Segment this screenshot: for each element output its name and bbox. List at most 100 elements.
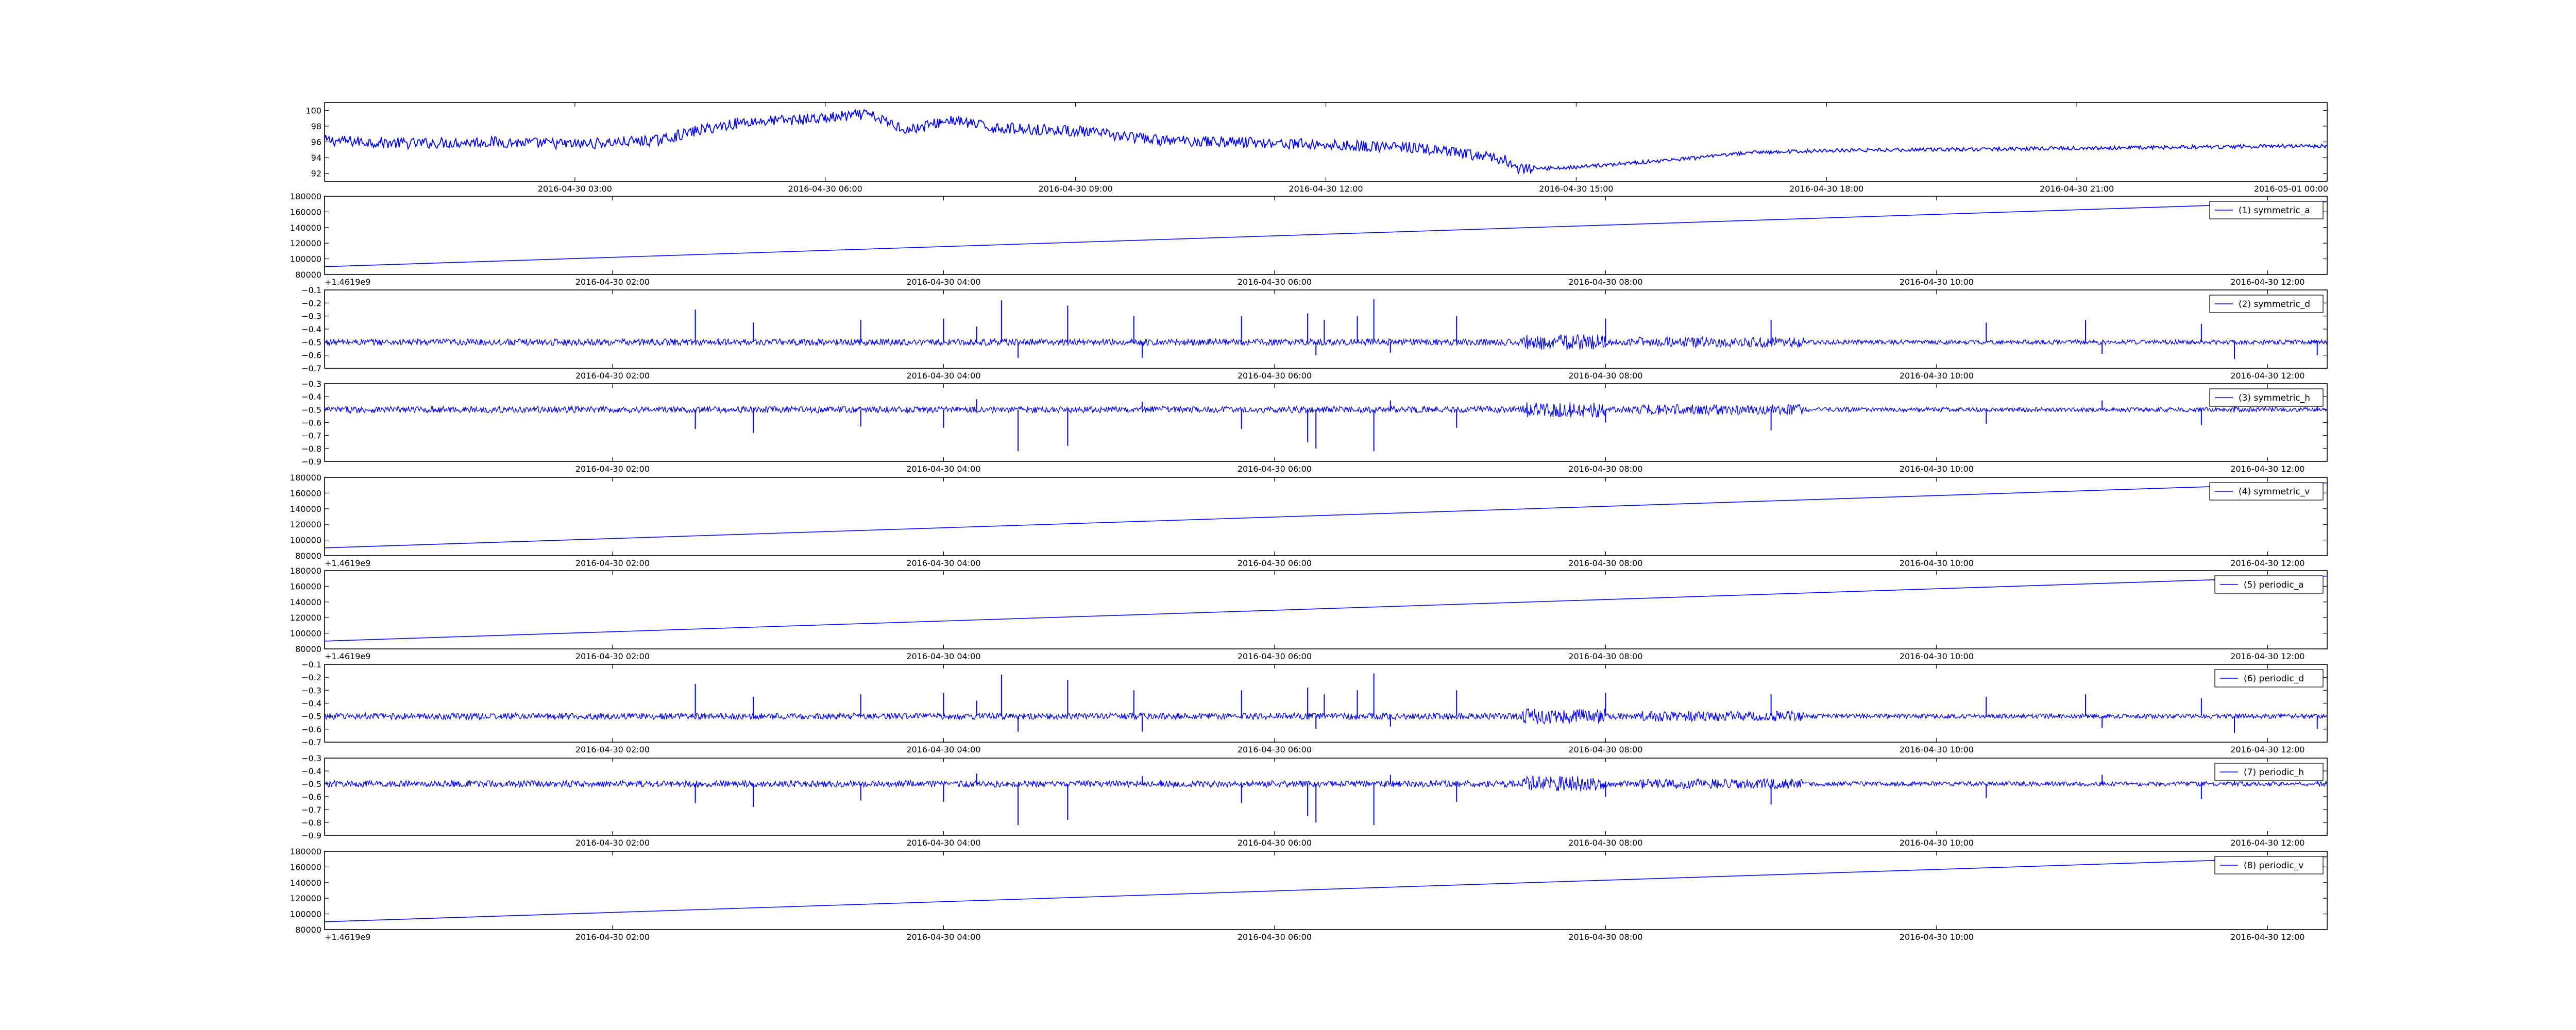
plot-frame <box>324 758 2328 836</box>
y-tick-label: −0.4 <box>301 324 321 334</box>
y-tick-label: 100000 <box>290 254 321 264</box>
y-tick-label: −0.9 <box>301 831 321 840</box>
y-tick-label: 100 <box>306 106 321 115</box>
x-tick-label: 2016-04-30 02:00 <box>575 464 650 474</box>
y-tick-label: −0.8 <box>301 818 321 828</box>
y-tick-label: 140000 <box>290 223 321 233</box>
y-tick-label: −0.7 <box>301 364 321 373</box>
x-tick-label: 2016-04-30 21:00 <box>2040 184 2114 194</box>
y-tick-label: 80000 <box>295 551 321 561</box>
x-tick-label: 2016-04-30 04:00 <box>906 277 980 287</box>
x-tick-label: 2016-04-30 10:00 <box>1900 838 1974 848</box>
y-tick-label: 160000 <box>290 581 321 591</box>
legend-label: (3) symmetric_h <box>2239 393 2310 403</box>
y-tick-label: −0.4 <box>301 699 321 709</box>
plot-frame <box>324 289 2328 369</box>
chart-panel-8: −0.9 −0.8 −0.7 −0.6 −0.5 −0.4 −0.3 2016-04-30 0… <box>301 753 2328 848</box>
x-tick-label: 2016-04-30 08:00 <box>1568 371 1642 381</box>
series-line <box>324 775 2328 792</box>
x-tick-label: 2016-04-30 08:00 <box>1568 464 1642 474</box>
x-tick-label: 2016-04-30 02:00 <box>575 371 650 381</box>
series-line <box>324 201 2328 267</box>
x-tick-label: 2016-04-30 15:00 <box>1539 184 1613 194</box>
y-offset-label: +1.4619e9 <box>325 277 370 287</box>
legend-label: (5) periodic_a <box>2244 580 2304 590</box>
y-tick-label: −0.4 <box>301 766 321 776</box>
chart-panel-4: −0.9 −0.8 −0.7 −0.6 −0.5 −0.4 −0.3 2016-04-30 0… <box>301 379 2328 474</box>
y-tick-label: 160000 <box>290 207 321 217</box>
x-tick-label: 2016-04-30 04:00 <box>906 558 980 568</box>
y-tick-label: −0.5 <box>301 337 321 347</box>
x-tick-label: 2016-04-30 04:00 <box>906 651 980 661</box>
plot-frame <box>324 383 2328 462</box>
y-tick-label: 180000 <box>290 847 321 856</box>
x-tick-label: 2016-04-30 10:00 <box>1900 651 1974 661</box>
y-tick-label: 180000 <box>290 192 321 201</box>
chart-panel-7: −0.7 −0.6 −0.5 −0.4 −0.3 −0.2 −0.1 2016-04-30 0… <box>301 660 2328 754</box>
y-tick-label: 140000 <box>290 878 321 888</box>
series-line <box>324 856 2328 922</box>
x-tick-label: 2016-04-30 12:00 <box>2230 371 2304 381</box>
y-tick-label: 80000 <box>295 270 321 280</box>
y-tick-label: −0.9 <box>301 457 321 467</box>
y-tick-label: −0.6 <box>301 351 321 360</box>
y-offset-label: +1.4619e9 <box>325 651 370 661</box>
y-tick-label: 98 <box>311 122 321 131</box>
y-tick-label: 120000 <box>290 613 321 623</box>
y-tick-label: 160000 <box>290 862 321 872</box>
y-tick-label: 92 <box>311 169 321 179</box>
x-tick-label: 2016-04-30 06:00 <box>788 184 862 194</box>
y-tick-label: −0.3 <box>301 753 321 763</box>
y-tick-label: 100000 <box>290 629 321 639</box>
x-tick-label: 2016-04-30 06:00 <box>1238 651 1312 661</box>
x-tick-label: 2016-04-30 04:00 <box>906 745 980 754</box>
y-tick-label: −0.1 <box>301 285 321 295</box>
y-tick-label: −0.3 <box>301 685 321 695</box>
y-tick-label: −0.3 <box>301 379 321 389</box>
y-tick-label: −0.7 <box>301 431 321 441</box>
series-line <box>324 482 2328 548</box>
x-tick-label: 2016-04-30 06:00 <box>1238 558 1312 568</box>
x-tick-label: 2016-04-30 08:00 <box>1568 745 1642 754</box>
y-tick-label: 94 <box>311 153 321 163</box>
x-tick-label: 2016-04-30 02:00 <box>575 745 650 754</box>
series-line <box>324 108 2328 174</box>
y-offset-label: +1.4619e9 <box>325 558 370 568</box>
legend-label: (6) periodic_d <box>2244 674 2304 684</box>
y-tick-label: −0.3 <box>301 312 321 321</box>
x-tick-label: 2016-04-30 12:00 <box>2230 277 2304 287</box>
x-tick-label: 2016-04-30 10:00 <box>1900 464 1974 474</box>
x-tick-label: 2016-04-30 09:00 <box>1039 184 1113 194</box>
y-tick-label: −0.8 <box>301 444 321 454</box>
x-tick-label: 2016-04-30 02:00 <box>575 558 650 568</box>
y-tick-label: −0.5 <box>301 712 321 722</box>
x-tick-label: 2016-04-30 06:00 <box>1238 277 1312 287</box>
y-offset-label: +1.4619e9 <box>325 932 370 942</box>
chart-panel-3: −0.7 −0.6 −0.5 −0.4 −0.3 −0.2 −0.1 2016-04-30 0… <box>301 285 2328 381</box>
plot-frame <box>324 664 2328 743</box>
x-tick-label: 2016-04-30 02:00 <box>575 838 650 848</box>
y-tick-label: −0.6 <box>301 792 321 802</box>
x-tick-label: 2016-04-30 03:00 <box>538 184 612 194</box>
x-tick-label: 2016-04-30 08:00 <box>1568 558 1642 568</box>
y-tick-label: 80000 <box>295 925 321 935</box>
plot-frame <box>324 570 2328 649</box>
y-tick-label: 100000 <box>290 536 321 545</box>
x-tick-label: 2016-04-30 12:00 <box>2230 558 2304 568</box>
series-line <box>324 402 2328 418</box>
x-tick-label: 2016-04-30 02:00 <box>575 277 650 287</box>
y-tick-label: 140000 <box>290 597 321 607</box>
y-tick-label: 120000 <box>290 520 321 529</box>
x-tick-label: 2016-04-30 10:00 <box>1900 932 1974 942</box>
x-tick-label: 2016-04-30 06:00 <box>1238 745 1312 754</box>
series-line <box>324 575 2328 642</box>
x-tick-label: 2016-05-01 00:00 <box>2254 184 2328 194</box>
y-tick-label: −0.5 <box>301 405 321 415</box>
x-tick-label: 2016-04-30 12:00 <box>2230 651 2304 661</box>
plot-frame <box>324 851 2328 930</box>
y-tick-label: −0.6 <box>301 725 321 734</box>
x-tick-label: 2016-04-30 12:00 <box>2230 464 2304 474</box>
y-tick-label: 180000 <box>290 566 321 576</box>
x-tick-label: 2016-04-30 08:00 <box>1568 277 1642 287</box>
x-tick-label: 2016-04-30 04:00 <box>906 464 980 474</box>
